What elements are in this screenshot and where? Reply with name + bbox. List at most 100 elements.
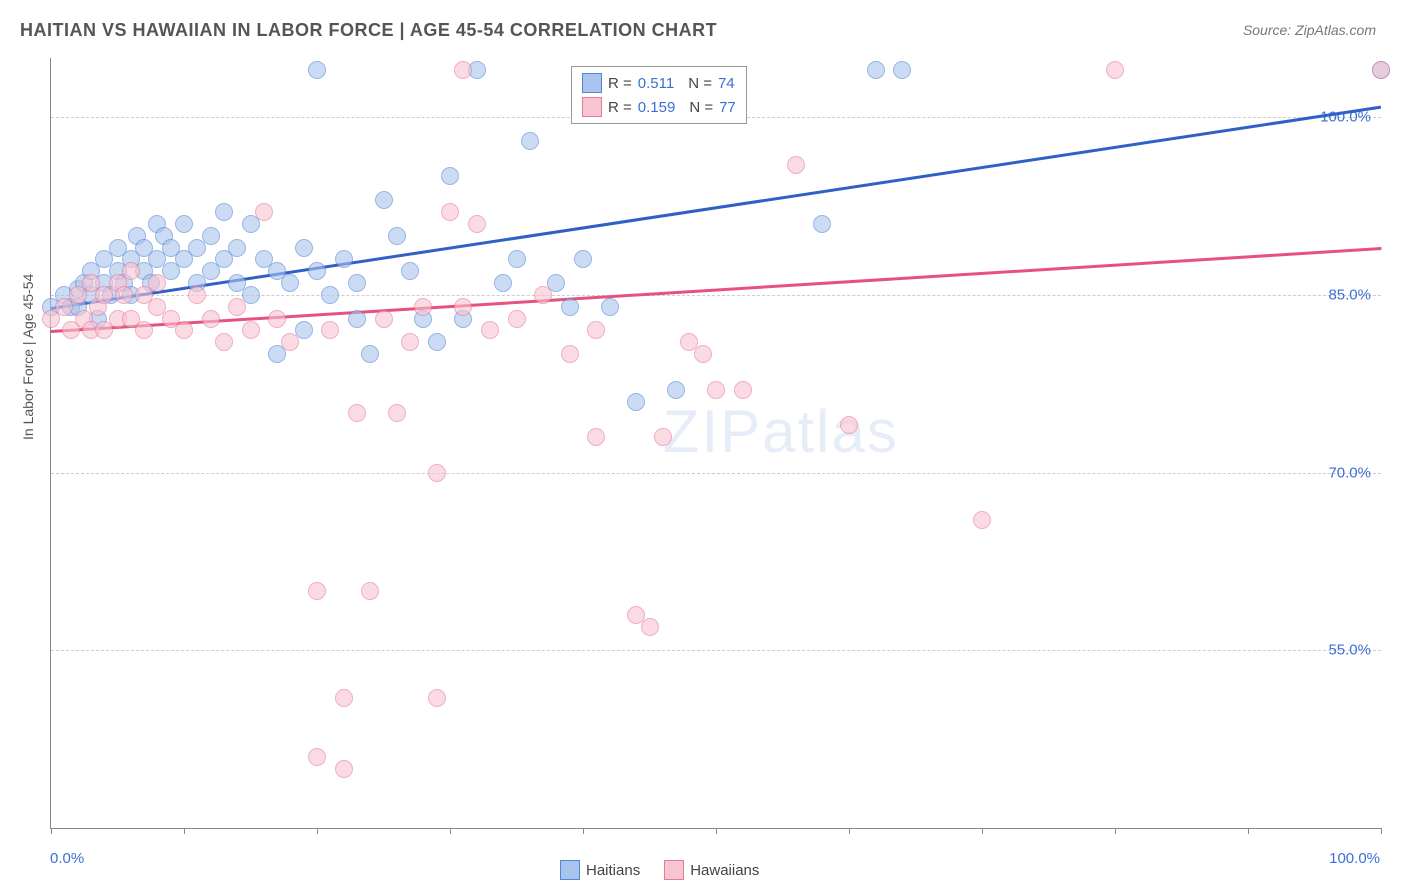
source-label: Source: ZipAtlas.com <box>1243 22 1376 38</box>
scatter-point <box>428 333 446 351</box>
scatter-point <box>561 298 579 316</box>
scatter-point <box>401 333 419 351</box>
scatter-point <box>361 345 379 363</box>
scatter-point <box>441 203 459 221</box>
x-tick <box>1248 828 1249 834</box>
y-tick-label: 70.0% <box>1328 464 1371 481</box>
legend-label: Hawaiians <box>690 862 759 879</box>
scatter-point <box>667 381 685 399</box>
legend-label: Haitians <box>586 862 640 879</box>
scatter-point <box>694 345 712 363</box>
r-label: R = <box>608 99 632 116</box>
legend-bottom: Haitians Hawaiians <box>560 860 759 880</box>
scatter-point <box>215 333 233 351</box>
scatter-point <box>534 286 552 304</box>
scatter-point <box>308 61 326 79</box>
scatter-point <box>468 215 486 233</box>
scatter-point <box>508 310 526 328</box>
scatter-point <box>202 310 220 328</box>
x-tick <box>1381 828 1382 834</box>
scatter-point <box>115 286 133 304</box>
scatter-point <box>734 381 752 399</box>
r-label: R = <box>608 75 632 92</box>
scatter-point <box>321 321 339 339</box>
x-axis-max-label: 100.0% <box>1329 850 1380 867</box>
scatter-point <box>308 748 326 766</box>
scatter-point <box>454 61 472 79</box>
legend-stat-row: R = 0.159N = 77 <box>582 95 736 119</box>
scatter-point <box>122 262 140 280</box>
scatter-point <box>148 274 166 292</box>
n-value: 74 <box>718 75 735 92</box>
y-tick-label: 85.0% <box>1328 286 1371 303</box>
scatter-point <box>281 274 299 292</box>
scatter-point <box>494 274 512 292</box>
scatter-point <box>335 689 353 707</box>
scatter-point <box>428 689 446 707</box>
legend-swatch <box>560 860 580 880</box>
scatter-point <box>348 404 366 422</box>
scatter-point <box>375 191 393 209</box>
y-axis-title: In Labor Force | Age 45-54 <box>20 274 36 440</box>
legend-top: R = 0.511 N = 74 R = 0.159N = 77 <box>571 66 747 124</box>
scatter-point <box>627 393 645 411</box>
scatter-point <box>255 203 273 221</box>
scatter-point <box>175 215 193 233</box>
scatter-point <box>335 760 353 778</box>
x-tick <box>982 828 983 834</box>
scatter-point <box>587 321 605 339</box>
r-value: 0.159 <box>638 99 676 116</box>
scatter-point <box>893 61 911 79</box>
scatter-point <box>561 345 579 363</box>
scatter-point <box>707 381 725 399</box>
scatter-point <box>641 618 659 636</box>
scatter-point <box>388 404 406 422</box>
x-tick <box>184 828 185 834</box>
scatter-point <box>295 239 313 257</box>
legend-swatch <box>582 97 602 117</box>
legend-item: Haitians <box>560 860 640 880</box>
scatter-point <box>428 464 446 482</box>
x-tick <box>849 828 850 834</box>
trendline <box>51 105 1381 309</box>
scatter-point <box>188 286 206 304</box>
scatter-point <box>508 250 526 268</box>
scatter-point <box>361 582 379 600</box>
scatter-point <box>813 215 831 233</box>
legend-stat-row: R = 0.511 N = 74 <box>582 71 736 95</box>
scatter-point <box>787 156 805 174</box>
scatter-point <box>281 333 299 351</box>
x-tick <box>716 828 717 834</box>
legend-swatch <box>664 860 684 880</box>
x-tick <box>450 828 451 834</box>
scatter-point <box>228 239 246 257</box>
legend-swatch <box>582 73 602 93</box>
scatter-point <box>840 416 858 434</box>
scatter-point <box>202 227 220 245</box>
scatter-point <box>654 428 672 446</box>
gridline <box>51 473 1381 474</box>
scatter-point <box>228 298 246 316</box>
scatter-point <box>587 428 605 446</box>
scatter-point <box>973 511 991 529</box>
scatter-point <box>175 321 193 339</box>
x-tick <box>51 828 52 834</box>
chart-title: HAITIAN VS HAWAIIAN IN LABOR FORCE | AGE… <box>20 20 717 41</box>
scatter-point <box>348 274 366 292</box>
x-tick <box>1115 828 1116 834</box>
r-value: 0.511 <box>638 75 674 92</box>
plot-area: ZIPatlas R = 0.511N = 74R = 0.159N = 77 … <box>50 58 1381 829</box>
scatter-point <box>414 298 432 316</box>
x-tick <box>583 828 584 834</box>
scatter-point <box>375 310 393 328</box>
scatter-point <box>268 310 286 328</box>
n-label: N = <box>688 75 712 92</box>
scatter-point <box>454 298 472 316</box>
scatter-point <box>401 262 419 280</box>
scatter-point <box>215 203 233 221</box>
scatter-point <box>1106 61 1124 79</box>
scatter-point <box>348 310 366 328</box>
gridline <box>51 650 1381 651</box>
scatter-point <box>521 132 539 150</box>
scatter-point <box>135 321 153 339</box>
